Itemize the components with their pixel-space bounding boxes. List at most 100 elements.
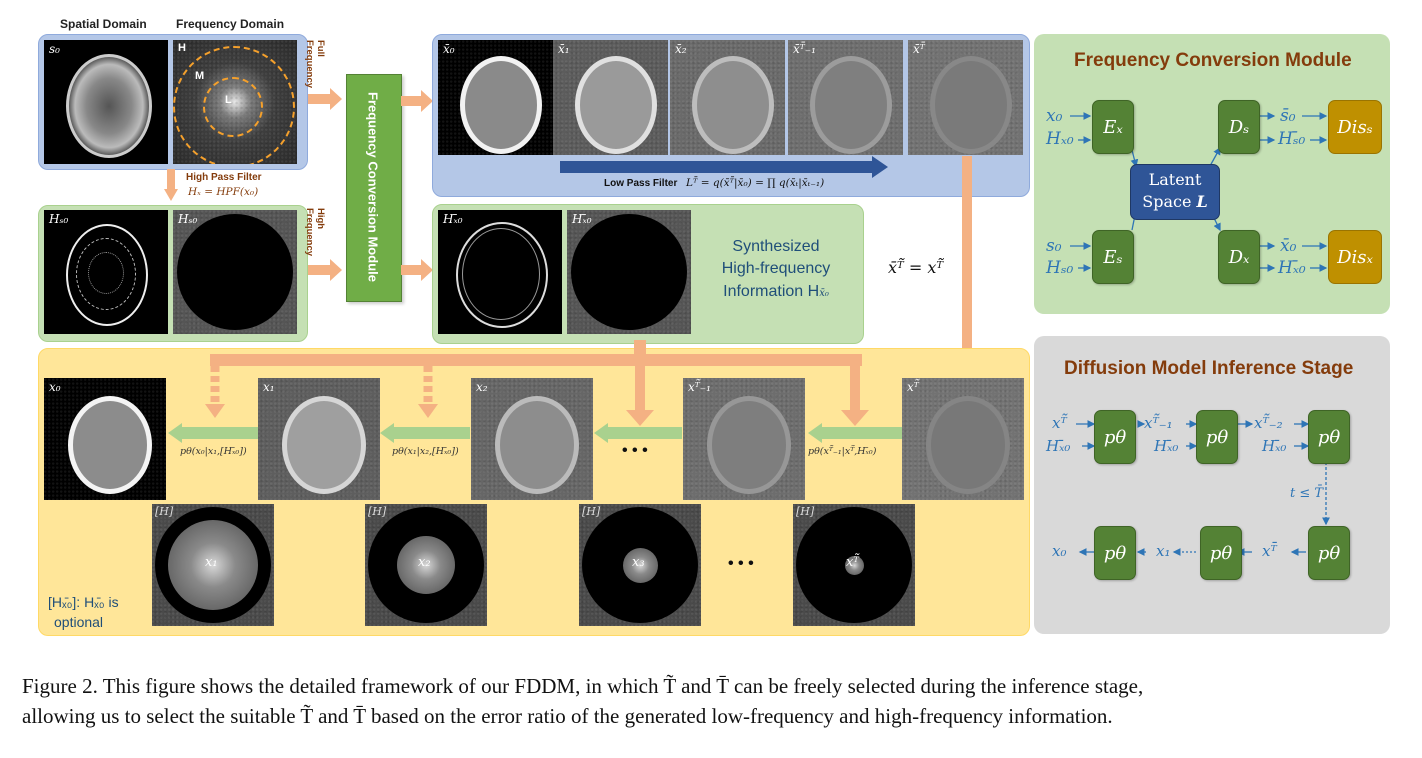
synth-tile1-label: Hₓ̄₀ [443, 212, 463, 226]
fcm-vertical-box [346, 74, 402, 302]
dmi-bot-xT: xᵀ̄ [1262, 542, 1277, 560]
freq-M-label: M [195, 70, 205, 82]
reverse-arrow-1 [168, 423, 258, 443]
inner-dashed-circle [203, 77, 263, 137]
conditioning-arrows [205, 340, 869, 426]
dmi-mid-a: xᵀ̃₋₁ [1144, 414, 1173, 432]
inference-tile-label-0: x₀ [49, 380, 61, 394]
dmi-mid-b: Hₓ̄₀ [1154, 437, 1179, 455]
fcm-to-synth-arrow [401, 259, 433, 281]
inference-tile-1: x₁ [258, 378, 380, 500]
spectrum-tile-3: [H] xᵀ̃ [793, 504, 915, 626]
decoder-s-box: Dₛ [1218, 100, 1260, 154]
synth-text-line2: High-frequency [721, 260, 831, 277]
spectrum-tile-2: [H] x₃ [579, 504, 701, 626]
spectrum-label-2: [H] [582, 505, 601, 518]
frequency-domain-header: Frequency Domain [176, 17, 285, 31]
synth-text-line3: Information Hx̄₀ [700, 283, 852, 301]
freq-L-label: L [225, 94, 232, 106]
inference-tile-label-3: xᵀ̃₋₁ [688, 380, 711, 394]
fcm-in1b: Hₓ₀ [1046, 129, 1074, 149]
hpf-down-arrow [164, 169, 178, 201]
decoder-x-box: Dₓ [1218, 230, 1260, 284]
hpf-title: High Pass Filter [186, 172, 262, 183]
inference-tile-head-4 [926, 396, 1010, 494]
forward-tile-1: x̄₁ [553, 40, 668, 155]
inference-tile-head-3 [707, 396, 791, 494]
reverse-arrow-2 [380, 423, 470, 443]
drop-arrow-right [956, 156, 978, 376]
hs0-label: Hₛ₀ [49, 212, 69, 226]
inference-tile-head-0 [68, 396, 152, 494]
spectrum-tile-0: [H] x₁ [152, 504, 274, 626]
fcm-in2b: Hₛ₀ [1046, 258, 1074, 278]
forward-tile-label-2: x̄₂ [675, 42, 687, 56]
reverse-arrow-3 [594, 423, 682, 443]
spectrum-passband-2 [622, 547, 658, 583]
forward-tile-label-4: x̄ᵀ̄ [913, 42, 925, 56]
p-theta-box-1: pθ [1094, 410, 1136, 464]
dmi-in-b: Hₓ̄₀ [1046, 437, 1071, 455]
p-theta-box-3: pθ [1308, 410, 1350, 464]
p-theta-box-4: pθ [1094, 526, 1136, 580]
spectrum-label-0: [H] [155, 505, 174, 518]
lpf-title: Low Pass Filter [604, 178, 678, 189]
spectrum-x-label-2: x₃ [632, 555, 645, 570]
p-theta-box-5: pθ [1200, 526, 1242, 580]
inference-tile-head-1 [282, 396, 366, 494]
p-theta-box-6: pθ [1308, 526, 1350, 580]
inference-tile-0: x₀ [44, 378, 166, 500]
inference-tile-3: xᵀ̃₋₁ [683, 378, 805, 500]
dmi-bot-x0: x₀ [1052, 542, 1067, 560]
high-frequency-arrow [308, 259, 342, 281]
ellipsis-top: • • • [622, 442, 648, 459]
fcm-out2a: x̄₀ [1280, 236, 1297, 256]
forward-tile-head-1 [575, 56, 657, 154]
spectrum-x-label-3: xᵀ̃ [846, 555, 859, 570]
inference-tile-head-2 [495, 396, 579, 494]
high-frequency-label: High Frequency [304, 208, 326, 257]
forward-tile-head-0 [460, 56, 542, 154]
spectrum-label-3: [H] [796, 505, 815, 518]
forward-tile-label-0: x̄₀ [443, 42, 455, 56]
dmi-mid2-a: xᵀ̃₋₂ [1254, 414, 1283, 432]
lpf-arrow [560, 156, 888, 178]
forward-tile-label-3: x̄ᵀ̄₋₁ [793, 42, 816, 56]
ellipsis-bottom: • • • [728, 555, 754, 572]
fcm-to-forward-arrow [401, 90, 433, 112]
synth-text-line3-main: Information H [723, 283, 820, 300]
spectrum-x-label-0: x₁ [205, 555, 218, 570]
s0-brain-image: s₀ [44, 40, 168, 164]
forward-tile-0: x̄₀ [438, 40, 553, 155]
caption-line2: allowing us to select the suitable T̃ an… [22, 704, 1113, 728]
dmi-mid2-b: Hₓ̄₀ [1262, 437, 1287, 455]
synth-tile2-label: Hₓ̄₀ [572, 212, 592, 226]
optional-note-line2: optional [54, 614, 104, 630]
full-frequency-arrow [308, 88, 342, 110]
forward-tile-head-2 [692, 56, 774, 154]
lpf-formula: Lᵀ̄ = q(x̄ᵀ̄|x̄₀) = ∏ q(x̄ₜ|x̄ₜ₋₁) [686, 177, 825, 189]
fcm-connectors [1070, 112, 1328, 272]
dmi-connectors [1076, 420, 1330, 556]
hs0-spectrum-image: Hₛ₀ [173, 210, 297, 334]
dmi-in-a: xᵀ̃ [1052, 414, 1067, 432]
p-label-2: pθ(x₁|x₂,[Hₓ̄₀]) [392, 446, 459, 457]
fcm-out2b: Hₓ̄₀ [1278, 258, 1306, 278]
full-frequency-label: Full Frequency [304, 40, 326, 89]
fcm-out1a: s̄₀ [1280, 106, 1296, 126]
discriminator-s-box: Disₛ [1328, 100, 1382, 154]
freq-H-label: H [178, 42, 186, 54]
discriminator-x-box: Disₓ [1328, 230, 1382, 284]
dmi-bot-x1: x₁ [1156, 542, 1171, 560]
p-theta-box-2: pθ [1196, 410, 1238, 464]
inference-tile-label-4: xᵀ̃ [907, 380, 919, 394]
fcm-vertical-label: Frequency Conversion Module [365, 92, 381, 282]
outer-dashed-circle [173, 46, 295, 164]
latent-L: L [1196, 192, 1208, 211]
caption-line1: Figure 2. This figure shows the detailed… [22, 674, 1144, 698]
hpf-formula: Hₓ = HPF(x₀) [188, 186, 259, 198]
equation-mid: x̄ᵀ̃ = xᵀ̃ [888, 258, 944, 277]
p-label-1: pθ(x₀|x₁,[Hₓ̄₀]) [180, 446, 247, 457]
forward-tile-4: x̄ᵀ̄ [908, 40, 1023, 155]
spectrum-passband-1 [397, 536, 455, 594]
